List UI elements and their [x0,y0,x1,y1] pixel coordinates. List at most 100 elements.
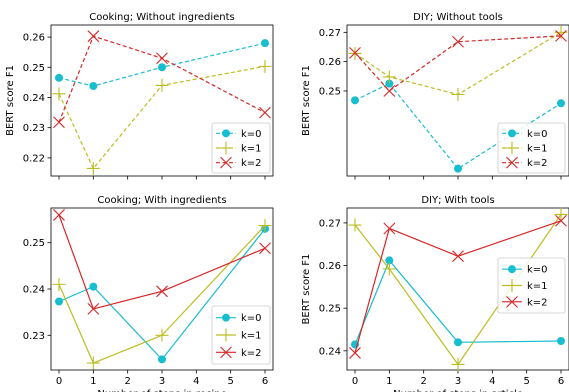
legend-swatch-marker [220,156,232,169]
legend-label: k=0 [241,129,262,140]
legend-item: k=2 [502,156,548,169]
data-point [383,222,396,235]
data-point [89,82,98,91]
y-tick-label: 0.27 [319,28,341,39]
series-line [58,35,266,123]
data-point [348,218,362,232]
legend-item: k=0 [502,265,548,276]
series-k=1 [52,219,272,370]
data-point [89,282,98,291]
legend-swatch-marker [219,141,233,155]
y-tick-label: 0.26 [319,261,341,272]
y-tick-label: 0.25 [319,86,341,97]
x-tick-label: 6 [262,376,268,387]
legend-label: k=1 [527,281,548,292]
data-point [453,164,462,173]
data-point [451,87,465,101]
data-point [557,337,566,346]
series-k=1 [52,59,272,175]
legend-swatch-marker [219,328,233,342]
chart-title: Cooking; With ingredients [97,195,226,206]
data-point [349,46,361,59]
data-point [155,78,169,92]
series-line [354,259,562,345]
data-point [55,297,64,306]
data-point [258,219,272,233]
legend-swatch-marker [221,313,230,322]
y-tick-label: 0.25 [319,304,341,315]
y-axis-label: BERT score F1 [301,65,312,136]
data-point [554,25,568,39]
legend-item: k=1 [502,279,548,292]
legend-swatch-marker [507,129,516,138]
legend-swatch-marker [221,129,230,138]
legend-item: k=1 [216,328,262,342]
legend: k=0 k=1 k=2 [211,305,271,365]
legend-label: k=2 [241,348,262,359]
legend: k=0 k=1 k=2 [211,122,271,174]
x-tick-label: 5 [523,376,529,387]
series-k=2 [53,30,271,129]
x-tick-label: 4 [489,376,495,387]
data-point [86,161,100,175]
chart-panel-1: Cooking; Without ingredients 0.22 0.23 0.24… [5,12,274,180]
x-tick-label: 5 [227,376,233,387]
data-point [349,347,361,359]
series-line [354,35,562,92]
legend-swatch-marker [220,346,232,359]
data-point [350,96,359,105]
legend-item: k=2 [216,346,262,359]
chart-panel-3: Cooking; With ingredients 0.23 0.24 0.25 0 1 2… [23,195,274,392]
x-tick-label: 4 [193,376,199,387]
legend: k=0 k=1 k=2 [497,122,566,174]
data-point [383,85,396,97]
x-tick-label: 0 [56,376,62,387]
data-point [452,35,464,48]
legend-swatch-marker [506,156,518,169]
y-tick-label: 0.23 [23,331,45,342]
chart-title: DIY; With tools [421,195,494,206]
data-point [259,242,271,255]
y-axis-label: BERT score F1 [301,254,312,325]
legend-swatch-marker [505,141,519,155]
x-tick-label: 3 [455,376,461,387]
data-point [53,209,65,221]
data-point [258,59,272,73]
data-point [555,214,567,227]
y-tick-label: 0.26 [319,57,341,68]
x-tick-label: 3 [159,376,165,387]
data-point [156,285,168,298]
legend-label: k=2 [527,158,548,169]
series-line [58,228,266,361]
legend-swatch-marker [505,279,519,292]
legend-label: k=0 [527,265,548,276]
x-tick-label: 2 [124,376,130,387]
data-point [382,262,396,276]
chart-title: Cooking; Without ingredients [89,12,235,23]
data-point [452,250,464,263]
legend-label: k=1 [527,144,548,155]
chart-panel-4: DIY; With tools 0.24 0.25 0.26 0.27 0 1 2 3 4 5 6 BE… [301,195,569,392]
y-axis-label: BERT score F1 [5,65,16,136]
x-tick-label: 1 [90,376,96,387]
y-tick-label: 0.24 [23,285,45,296]
data-point [87,303,100,315]
y-tick-label: 0.27 [319,218,341,229]
y-tick-label: 0.23 [23,123,45,134]
series-k=0 [55,39,269,91]
y-tick-label: 0.25 [23,238,45,249]
y-tick-label: 0.25 [23,63,45,74]
series-k=2 [349,29,567,97]
data-point [451,357,465,371]
y-tick-label: 0.24 [23,93,45,104]
series-line [58,214,266,310]
series-k=1 [348,25,568,101]
data-point [260,39,269,48]
data-point [52,87,66,101]
legend-item: k=0 [216,313,262,324]
chart-title: DIY; Without tools [413,12,503,23]
legend: k=0 k=1 k=2 [497,257,566,314]
series-k=2 [349,214,567,359]
data-point [157,355,166,364]
